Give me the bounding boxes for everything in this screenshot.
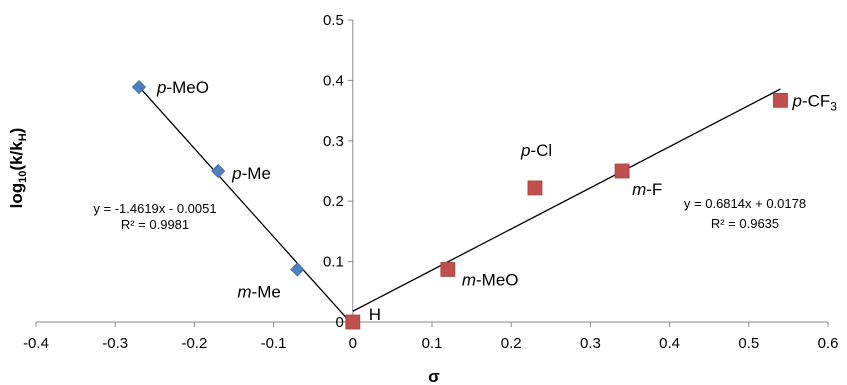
square-point [773, 92, 788, 108]
y-tick-label: 0.5 [323, 12, 344, 29]
point-label: m-Me [237, 282, 280, 301]
trendlines [138, 86, 781, 326]
x-tick-label: 0.4 [659, 335, 680, 352]
square-point [614, 163, 630, 179]
point-label-prefix: p [791, 91, 801, 110]
y-tick-label: 0.2 [323, 193, 344, 210]
point-label-text: -MeO [166, 78, 209, 97]
diamond-point [290, 262, 305, 277]
x-axis-title: σ [428, 367, 440, 385]
point-label-text: H [369, 305, 381, 324]
point-label-prefix: p [520, 141, 530, 160]
point-label-prefix: p [156, 78, 166, 97]
y-axis-title: log10(k/kH) [7, 128, 29, 209]
r-squared: R² = 0.9635 [711, 216, 779, 231]
x-tick-label: 0.2 [501, 335, 522, 352]
y-tick-label: 0.1 [323, 254, 344, 271]
tick-labels: -0.4 -0.3 -0.2 -0.1 0 0.1 0.2 0.3 0.4 0.5 0.6 0 0.1 0… [23, 12, 838, 352]
point-label: p-Cl [520, 141, 552, 160]
regression-equation: y = -1.4619x - 0.0051 [93, 201, 216, 216]
point-label-text: -MeO [476, 270, 518, 289]
point-label-text: -F [646, 180, 662, 199]
x-tick-label: 0 [349, 335, 357, 352]
point-label-text: -CF [802, 91, 830, 110]
x-tick-label: 0.1 [422, 335, 443, 352]
point-label-prefix: m [462, 270, 476, 289]
trendline [138, 86, 354, 326]
square-point [440, 262, 456, 277]
trendline [352, 88, 781, 312]
data-points [131, 79, 788, 330]
x-tick-label: -0.3 [102, 335, 128, 352]
r-squared: R² = 0.9981 [121, 217, 189, 232]
point-label-prefix: m [632, 180, 646, 199]
diamond-point [131, 79, 147, 95]
axes [35, 19, 829, 327]
y-tick-label: 0.3 [323, 133, 344, 150]
point-label-text: -Me [242, 164, 271, 183]
point-label-text: -Cl [530, 141, 552, 160]
x-tick-label: 0.5 [738, 335, 759, 352]
point-label-prefix: m [237, 282, 251, 301]
point-label: H [369, 305, 381, 324]
x-tick-label: 0.6 [818, 335, 839, 352]
regression-equation: y = 0.6814x + 0.0178 [684, 196, 806, 211]
square-point [527, 180, 543, 196]
point-label: p-CF3 [791, 91, 837, 113]
point-label-prefix: p [231, 164, 241, 183]
x-tick-label: 0.3 [580, 335, 601, 352]
point-label: p-MeO [156, 78, 209, 97]
x-tick-label: -0.1 [261, 335, 287, 352]
diamond-point [211, 163, 226, 179]
x-tick-label: -0.2 [181, 335, 207, 352]
point-label: m-MeO [462, 270, 519, 289]
y-tick-label: 0.4 [323, 72, 344, 89]
y-tick-label: 0 [335, 314, 343, 331]
point-label: m-F [632, 180, 662, 199]
x-tick-label: -0.4 [23, 335, 49, 352]
square-point [345, 314, 361, 330]
point-label-subscript: 3 [830, 99, 837, 113]
point-label: p-Me [231, 164, 271, 183]
point-label-text: -Me [252, 282, 281, 301]
